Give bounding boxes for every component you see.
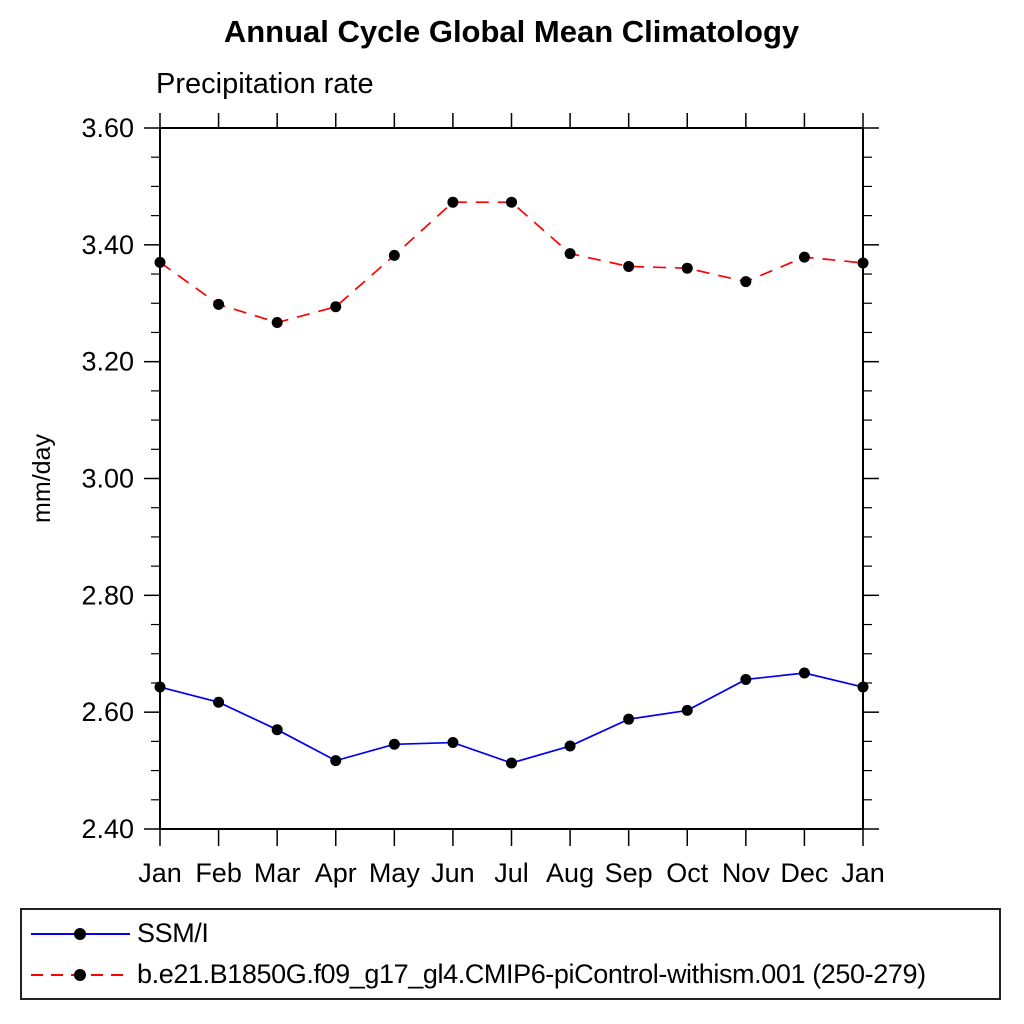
x-tick-label: Jul bbox=[494, 858, 529, 888]
legend-label: SSM/I bbox=[137, 918, 209, 948]
x-tick-label: Jan bbox=[138, 858, 182, 888]
y-tick-label: 3.00 bbox=[81, 464, 134, 494]
y-axis-title: mm/day bbox=[28, 434, 56, 523]
y-tick-label: 3.60 bbox=[81, 113, 134, 143]
x-tick-label: Apr bbox=[315, 858, 357, 888]
data-point-marker bbox=[564, 248, 576, 260]
data-point-marker bbox=[506, 757, 517, 769]
data-point-marker bbox=[330, 755, 342, 767]
x-tick-label: Dec bbox=[780, 858, 828, 888]
data-point-marker bbox=[447, 196, 459, 208]
data-point-marker bbox=[154, 256, 166, 268]
x-tick-label: May bbox=[369, 858, 421, 888]
x-tick-label: Feb bbox=[195, 858, 242, 888]
x-tick-label: Aug bbox=[546, 858, 594, 888]
data-point-marker bbox=[857, 257, 869, 269]
data-point-marker bbox=[798, 667, 810, 679]
data-point-marker bbox=[681, 704, 693, 716]
legend-marker-dot bbox=[74, 927, 86, 940]
data-point-marker bbox=[564, 740, 576, 752]
legend-box: SSM/I b.e21.B1850G.f09_g17_gl4.CMIP6-piCo… bbox=[20, 908, 1001, 1000]
data-point-marker bbox=[388, 249, 400, 261]
data-point-marker bbox=[154, 681, 166, 693]
legend-sample bbox=[31, 927, 130, 940]
x-tick-label: Nov bbox=[722, 858, 771, 888]
x-tick-label: Jun bbox=[431, 858, 475, 888]
data-point-marker bbox=[857, 681, 869, 693]
data-point-marker bbox=[330, 301, 342, 313]
data-point-marker bbox=[623, 260, 635, 272]
chart-title: Annual Cycle Global Mean Climatology bbox=[223, 14, 800, 49]
data-point-marker bbox=[740, 276, 752, 288]
legend-row: b.e21.B1850G.f09_g17_gl4.CMIP6-piControl… bbox=[28, 954, 999, 995]
legend-marker-dot bbox=[74, 968, 86, 981]
legend-row: SSM/I bbox=[28, 913, 999, 954]
y-tick-label: 2.40 bbox=[81, 814, 134, 844]
data-point-marker bbox=[213, 298, 225, 310]
y-tick-label: 3.40 bbox=[81, 230, 134, 260]
series-line-ssmi bbox=[159, 672, 864, 764]
legend-sample bbox=[31, 968, 130, 981]
data-point-marker bbox=[506, 196, 517, 208]
data-point-marker bbox=[681, 262, 693, 274]
data-point-marker bbox=[271, 317, 283, 329]
data-point-marker bbox=[623, 713, 635, 725]
data-point-marker bbox=[447, 737, 459, 749]
legend-label: b.e21.B1850G.f09_g17_gl4.CMIP6-piControl… bbox=[137, 959, 926, 989]
chart-subtitle: Precipitation rate bbox=[156, 68, 374, 100]
y-tick-label: 2.60 bbox=[81, 697, 134, 727]
x-tick-label: Oct bbox=[666, 858, 709, 888]
x-tick-label: Jan bbox=[841, 858, 885, 888]
data-point-marker bbox=[798, 251, 810, 263]
data-point-marker bbox=[740, 673, 752, 685]
data-point-marker bbox=[271, 724, 283, 736]
y-tick-label: 2.80 bbox=[81, 580, 134, 610]
x-tick-label: Sep bbox=[605, 858, 653, 888]
data-point-marker bbox=[213, 696, 225, 708]
series-line-model bbox=[159, 201, 864, 324]
y-tick-label: 3.20 bbox=[81, 347, 134, 377]
x-tick-label: Mar bbox=[254, 858, 301, 888]
data-point-marker bbox=[388, 738, 400, 750]
